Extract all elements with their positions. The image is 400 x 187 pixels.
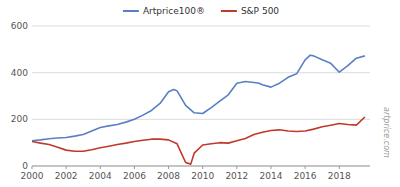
legend-item: Artprice100® bbox=[123, 6, 205, 16]
x-tick-label: 2008 bbox=[157, 171, 180, 181]
x-tick-label: 2006 bbox=[123, 171, 146, 181]
legend-swatch bbox=[221, 10, 237, 12]
y-tick-label: 400 bbox=[11, 68, 28, 78]
legend-label: S&P 500 bbox=[241, 6, 279, 16]
x-tick bbox=[339, 166, 340, 169]
x-tick bbox=[32, 166, 33, 169]
grid-line bbox=[32, 26, 370, 27]
x-tick-label: 2012 bbox=[225, 171, 248, 181]
x-tick-label: 2004 bbox=[89, 171, 112, 181]
legend-item: S&P 500 bbox=[221, 6, 279, 16]
x-tick bbox=[66, 166, 67, 169]
legend-swatch bbox=[123, 10, 139, 12]
x-tick bbox=[305, 166, 306, 169]
x-tick-label: 2002 bbox=[55, 171, 78, 181]
x-tick-label: 2014 bbox=[260, 171, 283, 181]
x-tick bbox=[270, 166, 271, 169]
x-tick-label: 2010 bbox=[191, 171, 214, 181]
watermark: artprice.com bbox=[382, 107, 391, 158]
x-tick-label: 2018 bbox=[328, 171, 351, 181]
x-tick-label: 2000 bbox=[21, 171, 44, 181]
chart: 0 200 400 600 2000 2002 2004 2006 2008 2010 2012 20… bbox=[0, 0, 400, 187]
x-tick bbox=[168, 166, 169, 169]
plot-area bbox=[32, 55, 365, 164]
y-tick-label: 200 bbox=[11, 114, 28, 124]
legend-label: Artprice100® bbox=[143, 6, 205, 16]
x-tick bbox=[100, 166, 101, 169]
series-line bbox=[32, 117, 365, 164]
y-tick-label: 0 bbox=[22, 161, 28, 171]
grid-line bbox=[32, 72, 370, 73]
grid-line bbox=[32, 166, 370, 167]
x-tick bbox=[134, 166, 135, 169]
x-axis-line bbox=[32, 166, 370, 167]
grid-line bbox=[32, 119, 370, 120]
x-tick bbox=[236, 166, 237, 169]
x-tick-label: 2016 bbox=[294, 171, 317, 181]
y-tick-label: 600 bbox=[11, 21, 28, 31]
x-tick bbox=[202, 166, 203, 169]
legend: Artprice100® S&P 500 bbox=[123, 6, 279, 16]
